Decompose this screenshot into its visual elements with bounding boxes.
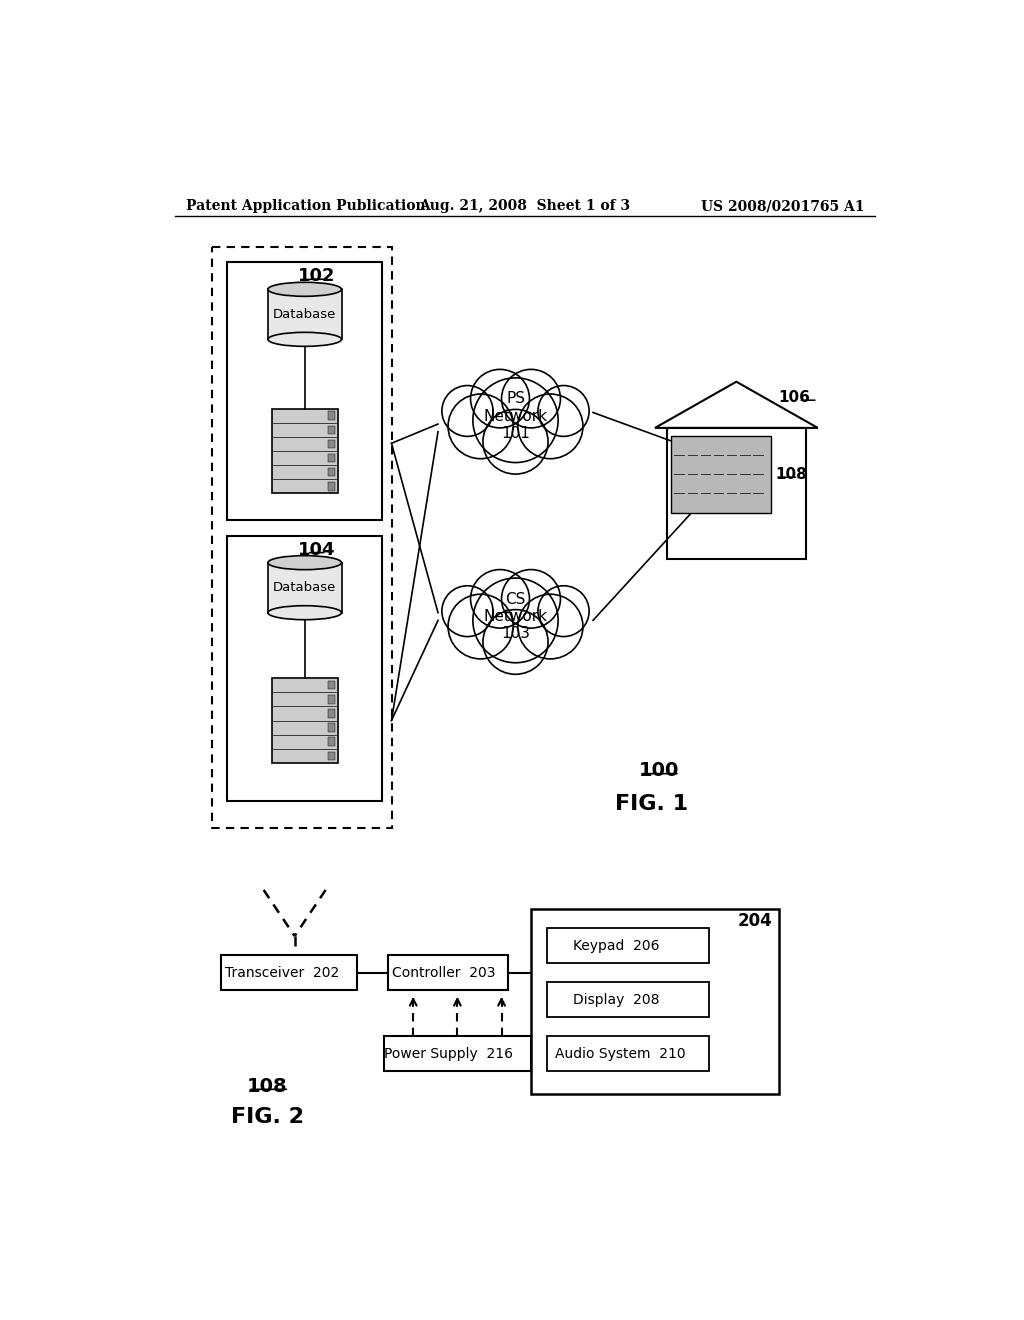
Circle shape (483, 610, 548, 675)
Text: 100: 100 (639, 762, 679, 780)
FancyBboxPatch shape (671, 436, 771, 512)
Circle shape (473, 578, 558, 663)
FancyBboxPatch shape (384, 1036, 531, 1071)
FancyBboxPatch shape (547, 982, 710, 1016)
FancyBboxPatch shape (329, 696, 335, 704)
FancyBboxPatch shape (547, 928, 710, 964)
Text: Database: Database (273, 581, 337, 594)
Circle shape (538, 385, 589, 437)
Text: US 2008/0201765 A1: US 2008/0201765 A1 (700, 199, 864, 213)
FancyBboxPatch shape (329, 709, 335, 718)
Text: Patent Application Publication: Patent Application Publication (186, 199, 426, 213)
Ellipse shape (268, 282, 342, 296)
Circle shape (538, 586, 589, 636)
FancyBboxPatch shape (221, 956, 356, 990)
Text: 102: 102 (298, 267, 335, 285)
Ellipse shape (268, 606, 342, 619)
Text: Controller  203: Controller 203 (392, 966, 496, 979)
Text: 106: 106 (778, 389, 810, 405)
Circle shape (471, 570, 529, 628)
Text: Transceiver  202: Transceiver 202 (225, 966, 340, 979)
FancyBboxPatch shape (329, 412, 335, 420)
Polygon shape (268, 289, 342, 339)
FancyBboxPatch shape (329, 723, 335, 731)
Text: FIG. 1: FIG. 1 (614, 793, 688, 813)
FancyBboxPatch shape (531, 909, 779, 1094)
Text: PS
Network
101: PS Network 101 (483, 392, 548, 441)
FancyBboxPatch shape (547, 1036, 710, 1071)
Text: Display  208: Display 208 (573, 993, 659, 1007)
FancyBboxPatch shape (329, 738, 335, 746)
Text: CS
Network
103: CS Network 103 (483, 591, 548, 642)
Circle shape (502, 370, 560, 428)
Polygon shape (268, 562, 342, 612)
Text: Keypad  206: Keypad 206 (573, 939, 659, 953)
FancyBboxPatch shape (388, 956, 508, 990)
FancyBboxPatch shape (329, 751, 335, 760)
Text: 104: 104 (298, 541, 335, 558)
FancyBboxPatch shape (329, 454, 335, 462)
Circle shape (518, 594, 583, 659)
Circle shape (449, 395, 513, 459)
Text: 108: 108 (247, 1077, 288, 1096)
Text: Power Supply  216: Power Supply 216 (384, 1047, 513, 1060)
FancyBboxPatch shape (329, 469, 335, 477)
Text: Audio System  210: Audio System 210 (555, 1047, 685, 1060)
Circle shape (502, 570, 560, 628)
Text: Database: Database (273, 308, 337, 321)
Text: 204: 204 (738, 912, 773, 929)
Ellipse shape (268, 556, 342, 570)
Circle shape (442, 385, 493, 437)
FancyBboxPatch shape (667, 428, 806, 558)
Text: 108: 108 (775, 466, 807, 482)
Circle shape (471, 370, 529, 428)
FancyBboxPatch shape (329, 482, 335, 491)
Text: Aug. 21, 2008  Sheet 1 of 3: Aug. 21, 2008 Sheet 1 of 3 (419, 199, 631, 213)
FancyBboxPatch shape (271, 409, 338, 494)
FancyBboxPatch shape (329, 681, 335, 689)
Circle shape (449, 594, 513, 659)
Circle shape (483, 409, 548, 474)
Ellipse shape (268, 333, 342, 346)
FancyBboxPatch shape (329, 425, 335, 434)
Text: FIG. 2: FIG. 2 (231, 1107, 304, 1127)
FancyBboxPatch shape (329, 440, 335, 449)
Circle shape (473, 378, 558, 462)
Circle shape (518, 395, 583, 459)
FancyBboxPatch shape (271, 678, 338, 763)
Circle shape (442, 586, 493, 636)
